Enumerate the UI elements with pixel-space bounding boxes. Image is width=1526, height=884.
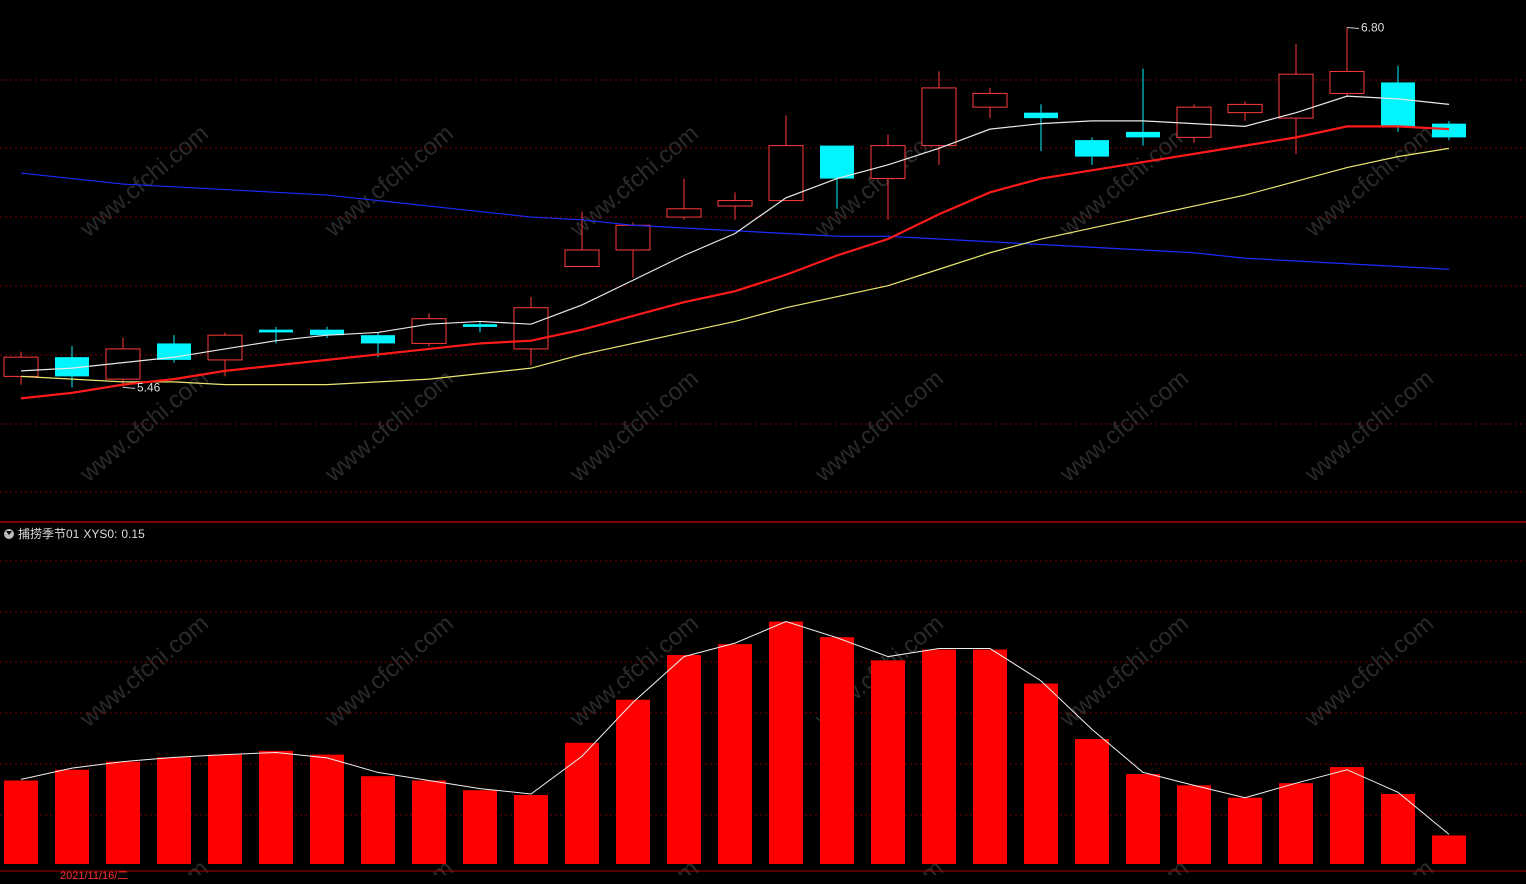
candle-body: [717, 200, 753, 207]
candle-body: [1024, 112, 1058, 119]
ma-blue-line: [20, 172, 1450, 270]
candle-body: [564, 249, 600, 267]
sub-chart-title[interactable]: 捕捞季节01: [18, 527, 80, 541]
ma-red-line: [20, 125, 1450, 400]
candle-body: [820, 145, 854, 179]
indicator-bar: [667, 654, 701, 864]
indicator-bar: [871, 660, 905, 864]
candle-body: [55, 357, 89, 377]
indicator-line: [20, 621, 1450, 835]
sub-chart-header: 捕捞季节01 XYS0: 0.15: [4, 525, 145, 542]
candle-body: [259, 329, 293, 333]
indicator-bar: [208, 754, 242, 864]
candle-body: [972, 92, 1008, 108]
indicator-bar: [1075, 739, 1109, 864]
indicator-bar: [1432, 835, 1466, 864]
indicator-bar: [106, 761, 140, 864]
indicator-label: XYS0:: [83, 526, 118, 541]
indicator-bar: [55, 769, 89, 864]
indicator-bar: [4, 780, 38, 864]
indicator-bar: [1381, 793, 1415, 864]
indicator-bar: [259, 750, 293, 864]
candle-body: [411, 318, 447, 344]
indicator-bar: [922, 649, 956, 864]
price-annotations: 6.80 5.46: [122, 20, 1385, 394]
ma-white-line: [20, 95, 1450, 372]
candle-body: [1176, 106, 1212, 138]
indicator-bar: [718, 644, 752, 864]
indicator-bar: [412, 780, 446, 864]
annotation-pointer: [1346, 26, 1360, 29]
grid-lines: [0, 79, 1526, 816]
indicator-bar: [769, 621, 803, 864]
indicator-bar: [565, 742, 599, 864]
candle-body: [1227, 103, 1263, 114]
indicator-bar: [463, 790, 497, 864]
candle-body: [361, 335, 395, 344]
candle-body: [666, 208, 702, 218]
price-annotation-label: 6.80: [1361, 20, 1385, 34]
indicator-bar: [1228, 797, 1262, 864]
indicator-bar: [361, 776, 395, 864]
indicator-bar: [1330, 767, 1364, 864]
indicator-bar: [1279, 783, 1313, 864]
candle-body: [513, 307, 549, 350]
indicator-bar: [1177, 785, 1211, 864]
indicator-bar: [1024, 683, 1058, 864]
indicator-bar: [1126, 774, 1160, 864]
indicator-bars: [4, 621, 1466, 864]
collapse-circle-icon[interactable]: [4, 528, 14, 539]
candle-body: [1329, 70, 1365, 94]
candle-body: [1278, 73, 1314, 119]
cursor-date-label: 2021/11/16/二: [60, 870, 129, 882]
candle-body: [1432, 123, 1466, 138]
candle-body: [3, 356, 39, 377]
ma-yellow-line: [20, 147, 1450, 386]
annotation-pointer: [122, 386, 136, 389]
candle-body: [921, 87, 957, 147]
indicator-bar: [514, 795, 548, 864]
candle-body: [768, 145, 804, 202]
candle-body: [1126, 131, 1160, 138]
candle-body: [1075, 140, 1109, 157]
candle-body: [310, 329, 344, 336]
candle-body: [615, 224, 651, 251]
candle-body: [870, 145, 906, 180]
candle-body: [463, 324, 497, 327]
price-annotation-label: 5.46: [137, 380, 161, 394]
candle-body: [1381, 82, 1415, 127]
indicator-bar: [820, 637, 854, 864]
candle-series: [3, 27, 1466, 388]
indicator-bar: [973, 649, 1007, 864]
moving-average-lines: [20, 95, 1450, 400]
time-axis-bar: [0, 866, 1526, 875]
indicator-bar: [310, 754, 344, 864]
indicator-bar: [616, 699, 650, 864]
indicator-value: 0.15: [121, 526, 145, 541]
indicator-bar: [157, 757, 191, 864]
